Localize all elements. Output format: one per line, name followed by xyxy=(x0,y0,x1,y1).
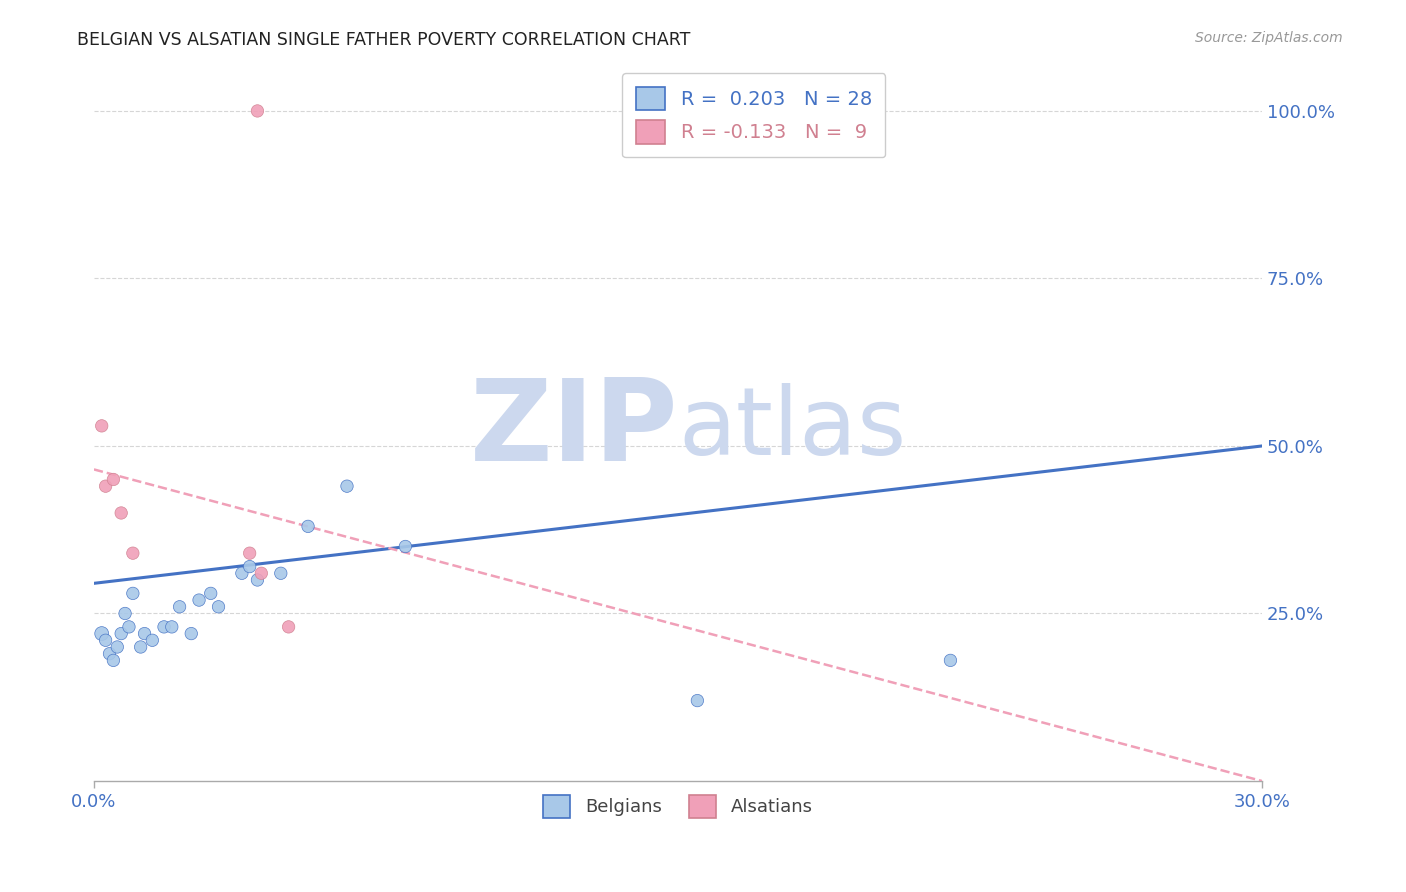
Point xyxy=(94,479,117,493)
Point xyxy=(336,479,359,493)
Point xyxy=(121,546,143,560)
Point xyxy=(188,593,211,607)
Point xyxy=(94,633,117,648)
Point xyxy=(110,506,132,520)
Point xyxy=(686,693,709,707)
Point xyxy=(118,620,141,634)
Text: atlas: atlas xyxy=(678,384,905,475)
Point xyxy=(297,519,319,533)
Point xyxy=(246,103,269,118)
Point xyxy=(939,653,962,667)
Text: Source: ZipAtlas.com: Source: ZipAtlas.com xyxy=(1195,31,1343,45)
Point xyxy=(110,626,132,640)
Point xyxy=(239,559,262,574)
Point xyxy=(90,418,112,433)
Point xyxy=(270,566,292,581)
Point xyxy=(277,620,299,634)
Point xyxy=(129,640,152,654)
Point xyxy=(90,626,112,640)
Point xyxy=(141,633,163,648)
Text: BELGIAN VS ALSATIAN SINGLE FATHER POVERTY CORRELATION CHART: BELGIAN VS ALSATIAN SINGLE FATHER POVERT… xyxy=(77,31,690,49)
Point xyxy=(239,546,262,560)
Point xyxy=(207,599,229,614)
Point xyxy=(121,586,143,600)
Point xyxy=(103,653,125,667)
Legend: Belgians, Alsatians: Belgians, Alsatians xyxy=(536,789,820,825)
Point xyxy=(160,620,183,634)
Point xyxy=(153,620,176,634)
Point xyxy=(246,573,269,587)
Point xyxy=(394,540,416,554)
Point xyxy=(134,626,156,640)
Point xyxy=(231,566,253,581)
Text: ZIP: ZIP xyxy=(470,374,678,484)
Point xyxy=(169,599,191,614)
Point xyxy=(200,586,222,600)
Point xyxy=(105,640,128,654)
Point xyxy=(250,566,273,581)
Point xyxy=(180,626,202,640)
Point xyxy=(98,647,121,661)
Point xyxy=(103,473,125,487)
Point xyxy=(114,607,136,621)
